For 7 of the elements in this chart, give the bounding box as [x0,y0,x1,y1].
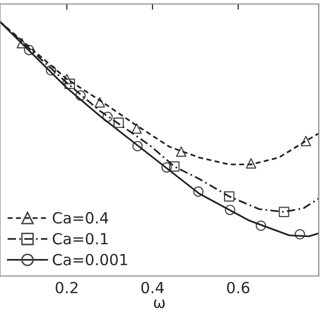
x-axis-title: ω [154,300,165,308]
legend-label: Ca=0.001 [52,254,128,266]
legend-label: Ca=0.1 [52,232,108,245]
x-tick-label: 0.2 [56,282,78,294]
legend-label: Ca=0.4 [52,212,108,224]
x-tick-label: 0.4 [141,282,164,294]
x-tick-label: 0.6 [227,282,250,294]
